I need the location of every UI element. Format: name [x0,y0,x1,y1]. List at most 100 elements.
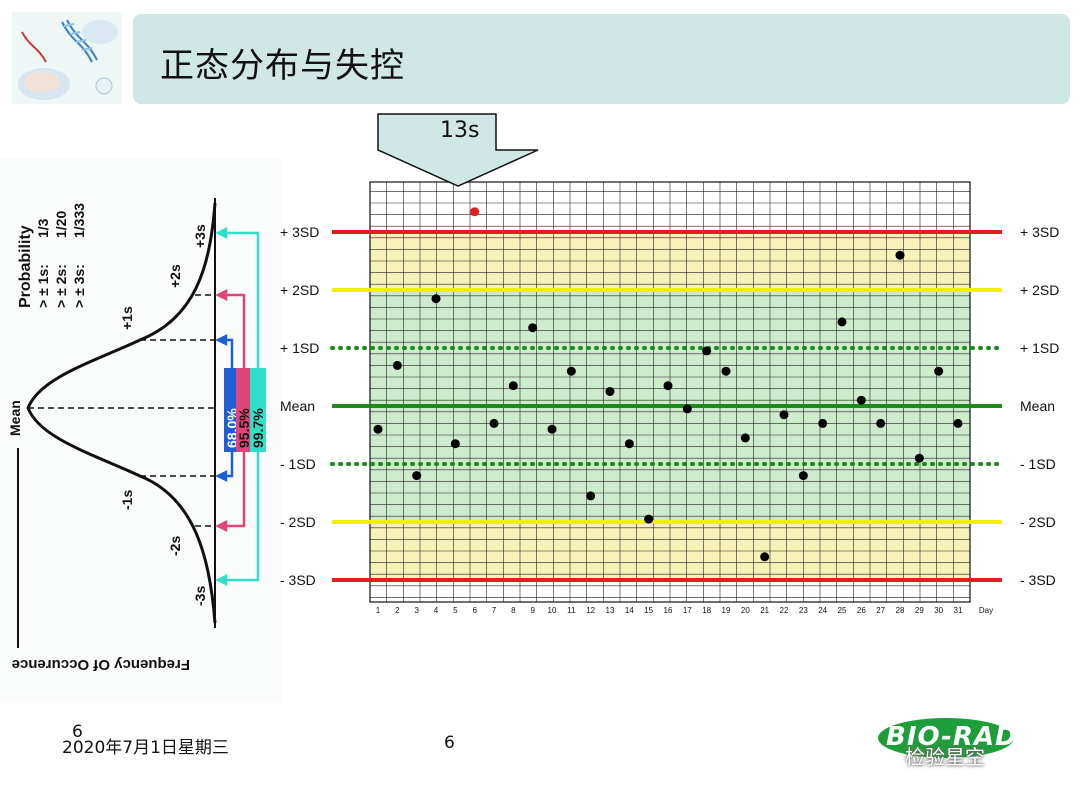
control-label-left: + 3SD [280,224,319,240]
biorad-logo [878,718,1014,758]
control-label-left: + 1SD [280,340,319,356]
sigma-plus-1s: +1s [119,306,135,330]
bell-curve-panel: Probability > ± 1s: 1/3 > ± 2s: 1/20 > ±… [0,158,282,703]
x-tick-label: 6 [472,606,477,615]
data-point [489,418,499,428]
page-title: 正态分布与失控 [160,46,405,86]
sigma-minus-2s: -2s [167,536,183,556]
data-point [605,387,615,396]
control-label-left: Mean [280,398,315,414]
x-tick-label: 24 [818,606,827,615]
x-tick-label: 17 [683,606,692,615]
biorad-logo-text: BIO-RAD [886,722,1018,752]
x-tick-label: 22 [780,606,789,615]
banner-image [12,12,122,104]
probability-row-1-value: 1/3 [35,218,51,238]
x-tick-label: 4 [434,606,439,615]
x-tick-label: 29 [915,606,924,615]
sigma-minus-3s: -3s [192,586,208,606]
x-tick-label: 8 [511,606,516,615]
x-tick-label: 18 [702,606,711,615]
data-point [818,418,828,428]
x-tick-label: 15 [644,606,653,615]
data-point [663,381,673,391]
data-point [721,366,731,376]
data-point [798,471,808,481]
probability-row-1-label: > ± 1s: [35,264,51,308]
control-label-left: - 1SD [280,456,316,472]
data-point [914,453,924,463]
x-tick-label: 20 [741,606,750,615]
x-tick-label: 9 [530,606,535,615]
x-tick-label: 19 [722,606,731,615]
data-point [373,424,383,434]
title-banner [133,14,1070,104]
data-point [644,514,654,524]
data-point [431,294,441,304]
data-point [586,491,596,501]
levey-jennings-chart: + 3SD + 3SD + 2SD + 2SD + 1SD + 1SD Mean Mean - … [280,113,1059,615]
callout-label: 13s [440,118,480,143]
data-point [450,439,460,449]
control-label-right: Mean [1020,398,1055,414]
data-point [624,439,634,449]
control-label-right: + 3SD [1020,224,1059,240]
sigma-plus-2s: +2s [167,264,183,288]
probability-row-2-label: > ± 2s: [53,264,69,308]
frequency-axis-label: Frequency Of Occurence [12,656,190,673]
x-tick-label: 3 [414,606,419,615]
x-tick-label: 10 [548,606,557,615]
data-point [528,323,538,333]
data-point [953,418,963,428]
control-label-right: + 1SD [1020,340,1059,356]
x-tick-label: 27 [876,606,885,615]
footer-number-overlay: 6 [72,722,83,742]
x-tick-label: 25 [838,606,847,615]
x-tick-label: 7 [492,606,497,615]
x-tick-label: 16 [664,606,673,615]
sigma-mean: Mean [7,400,23,436]
control-label-right: - 3SD [1020,572,1056,588]
x-tick-label: 26 [857,606,866,615]
data-point [702,346,712,356]
probability-row-3-label: > ± 3s: [71,264,87,308]
probability-row-2-value: 1/20 [53,211,69,238]
percent-95-label: 95.5% [236,408,252,448]
x-tick-label: 13 [606,606,615,615]
x-tick-label: 1 [376,606,381,615]
data-point [470,207,480,217]
control-label-left: - 3SD [280,572,316,588]
percent-95-box [236,368,252,452]
x-tick-label: 21 [760,606,769,615]
probability-title: Probability [17,225,34,308]
x-tick-label: 12 [586,606,595,615]
probability-row-3-value: 1/333 [71,203,87,238]
percent-99-label: 99.7% [250,408,266,448]
x-tick-label: 31 [954,606,963,615]
control-label-right: + 2SD [1020,282,1059,298]
x-tick-label: 14 [625,606,634,615]
data-point [760,552,770,562]
x-tick-label: 30 [934,606,943,615]
x-tick-label: 5 [453,606,458,615]
x-tick-label: 23 [799,606,808,615]
footer-page-number: 6 [444,733,455,753]
data-point [779,410,789,420]
data-point [682,404,692,414]
data-point [740,433,750,443]
percent-99-box [250,368,266,452]
control-label-left: + 2SD [280,282,319,298]
data-point [895,250,905,260]
data-point [412,471,422,481]
data-point [856,395,866,405]
footer-date: 2020年7月1日星期三 [62,738,229,758]
control-label-right: - 2SD [1020,514,1056,530]
data-point [508,381,518,391]
grid-border [369,181,971,603]
control-label-left: - 2SD [280,514,316,530]
data-point [392,360,402,370]
x-axis-label: Day [979,606,993,615]
callout-arrow [377,113,539,187]
control-label-right: - 1SD [1020,456,1056,472]
sigma-minus-1s: -1s [119,490,135,510]
